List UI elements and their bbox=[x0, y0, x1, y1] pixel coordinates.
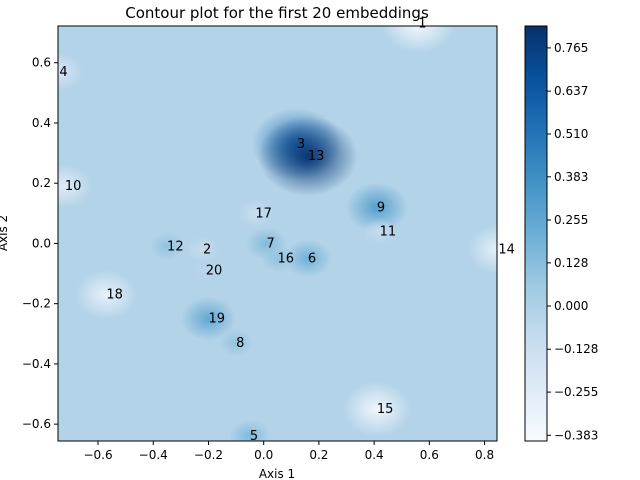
colorbar-gradient bbox=[524, 25, 548, 442]
point-label-10: 10 bbox=[65, 179, 82, 194]
contour-region-5 bbox=[229, 419, 271, 441]
point-label-18: 18 bbox=[106, 288, 123, 303]
point-label-11: 11 bbox=[380, 224, 397, 239]
contour-region-18 bbox=[75, 269, 138, 320]
point-label-13: 13 bbox=[308, 149, 325, 164]
colorbar-tick-label: 0.383 bbox=[554, 170, 588, 184]
x-axis-ticks: −0.6 −0.4 −0.2 0.0 0.2 0.4 0.6 0.8 bbox=[83, 441, 494, 462]
y-tick-label: −0.4 bbox=[22, 357, 51, 371]
plot-frame bbox=[57, 25, 498, 442]
x-tick-label: 0.2 bbox=[309, 448, 328, 462]
point-label-3: 3 bbox=[297, 137, 305, 152]
colorbar-tick-label: −0.383 bbox=[554, 428, 598, 442]
colorbar-tick-label: −0.128 bbox=[554, 342, 598, 356]
contour-region-10 bbox=[58, 164, 93, 209]
colorbar-tick-label: 0.765 bbox=[554, 41, 588, 55]
point-label-5: 5 bbox=[250, 429, 258, 444]
contour-region-8 bbox=[219, 329, 254, 357]
chart-title: Contour plot for the first 20 embeddings bbox=[125, 4, 429, 22]
x-tick-label: 0.6 bbox=[420, 448, 439, 462]
contour-region-19 bbox=[180, 296, 236, 341]
contour-region-9 bbox=[345, 182, 408, 233]
y-tick-label: 0.6 bbox=[32, 56, 51, 70]
point-label-7: 7 bbox=[266, 236, 274, 251]
x-tick-label: −0.4 bbox=[139, 448, 168, 462]
contour-region-14 bbox=[467, 224, 497, 275]
x-tick-label: −0.2 bbox=[194, 448, 223, 462]
x-axis-label: Axis 1 bbox=[259, 467, 295, 480]
point-label-19: 19 bbox=[208, 312, 225, 327]
point-label-15: 15 bbox=[377, 402, 394, 417]
y-tick-label: −0.6 bbox=[22, 417, 51, 431]
colorbar-tick-label: 0.637 bbox=[554, 84, 588, 98]
contour-region-13 bbox=[257, 116, 358, 197]
y-tick-label: 0.2 bbox=[32, 176, 51, 190]
contour-regions bbox=[58, 26, 497, 441]
point-label-14: 14 bbox=[498, 242, 515, 257]
colorbar: 0.765 0.637 0.510 0.383 0.255 0.128 0.000 −0.12… bbox=[524, 25, 598, 442]
contour-region-1 bbox=[381, 26, 455, 54]
y-tick-label: −0.2 bbox=[22, 297, 51, 311]
point-label-1: 1 bbox=[418, 17, 426, 32]
contour-region-12 bbox=[150, 232, 185, 261]
y-axis-ticks: −0.6 −0.4 −0.2 0.0 0.2 0.4 0.6 bbox=[22, 56, 58, 431]
point-label-4: 4 bbox=[59, 65, 67, 80]
point-label-20: 20 bbox=[206, 264, 223, 279]
contour-region-20 bbox=[192, 259, 220, 282]
contour-region-16 bbox=[260, 244, 295, 273]
point-label-8: 8 bbox=[236, 336, 244, 351]
contour-region-11 bbox=[362, 217, 397, 245]
colorbar-tick-label: 0.000 bbox=[554, 299, 588, 313]
contour-region-15 bbox=[342, 381, 412, 437]
colorbar-ticks: 0.765 0.637 0.510 0.383 0.255 0.128 0.000 −0.12… bbox=[547, 41, 598, 442]
colorbar-tick-label: −0.255 bbox=[554, 385, 598, 399]
contour-region-17 bbox=[237, 198, 274, 229]
colorbar-tick-label: 0.510 bbox=[554, 127, 588, 141]
point-label-12: 12 bbox=[167, 239, 184, 254]
point-label-17: 17 bbox=[255, 206, 272, 221]
x-tick-label: −0.6 bbox=[83, 448, 112, 462]
x-tick-label: 0.4 bbox=[365, 448, 384, 462]
contour-region-6 bbox=[283, 239, 332, 278]
colorbar-tick-label: 0.128 bbox=[554, 256, 588, 270]
y-tick-label: 0.4 bbox=[32, 116, 51, 130]
point-label-16: 16 bbox=[278, 251, 295, 266]
contour-region-2 bbox=[185, 235, 220, 264]
x-tick-label: 0.8 bbox=[475, 448, 494, 462]
y-tick-label: 0.0 bbox=[32, 236, 51, 250]
colorbar-tick-label: 0.255 bbox=[554, 213, 588, 227]
y-axis-label: Axis 2 bbox=[0, 215, 10, 251]
point-label-2: 2 bbox=[203, 242, 211, 257]
contour-region-4 bbox=[58, 52, 84, 91]
point-label-9: 9 bbox=[377, 200, 385, 215]
point-label-6: 6 bbox=[308, 251, 316, 266]
x-tick-label: 0.0 bbox=[254, 448, 273, 462]
